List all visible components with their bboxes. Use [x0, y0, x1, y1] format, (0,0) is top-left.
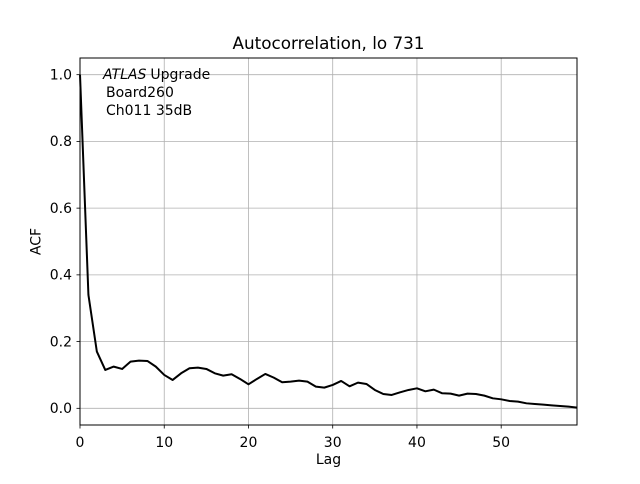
tick-labels: 0 10 20 30 40 50 0.0 0.2 0.4 0.6 0.8 1.0	[50, 67, 510, 451]
x-tick-label: 0	[76, 435, 85, 451]
tick-marks	[76, 74, 502, 429]
y-tick-label: 0.4	[50, 268, 72, 284]
x-tick-label: 10	[155, 435, 173, 451]
x-tick-label: 50	[492, 435, 510, 451]
y-tick-label: 1.0	[50, 67, 72, 83]
y-tick-label: 0.8	[50, 134, 72, 150]
y-axis-label: ACF	[29, 228, 45, 255]
x-tick-label: 40	[408, 435, 426, 451]
x-tick-label: 30	[324, 435, 342, 451]
annotation-board: Board260	[106, 85, 174, 101]
x-axis-label: Lag	[316, 452, 341, 468]
acf-line	[79, 74, 578, 409]
gridlines	[79, 58, 577, 425]
axes-frame	[79, 57, 578, 426]
annotation-upgrade: Upgrade	[150, 67, 210, 83]
plot-area	[80, 58, 577, 425]
y-tick-label: 0.6	[50, 201, 72, 217]
annotation: ATLAS Upgrade Board260 Ch011 35dB	[102, 67, 215, 119]
y-tick-label: 0.0	[50, 401, 72, 417]
annotation-channel: Ch011 35dB	[106, 103, 192, 119]
y-tick-label: 0.2	[50, 334, 72, 350]
x-tick-label: 20	[240, 435, 258, 451]
annotation-atlas: ATLAS	[102, 67, 146, 83]
chart-title: Autocorrelation, lo 731	[233, 33, 425, 53]
